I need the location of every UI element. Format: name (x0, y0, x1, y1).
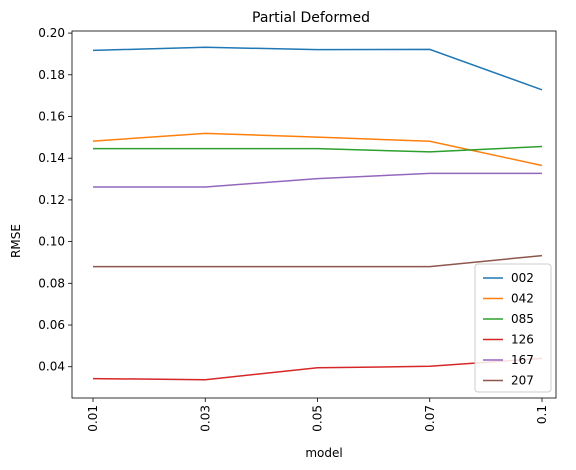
x-tick-label: 0.01 (86, 405, 100, 432)
plot-frame (71, 30, 557, 399)
y-tick-label: 0.12 (38, 193, 65, 207)
series-line-126 (92, 357, 543, 381)
x-tick-label: 0.03 (198, 405, 212, 432)
y-tick-label: 0.08 (38, 276, 65, 290)
y-tick-label: 0.16 (38, 109, 65, 123)
x-axis-label: model (305, 446, 342, 460)
legend-label: 085 (511, 312, 534, 326)
chart-title: Partial Deformed (252, 10, 370, 26)
x-tick-label: 0.07 (423, 405, 437, 432)
legend: 002 042 085 126 167 207 (474, 263, 552, 393)
y-tick-label: 0.04 (38, 360, 65, 374)
x-tick-label: 0.1 (535, 405, 549, 424)
series-line-207 (93, 254, 543, 268)
legend-label: 167 (511, 353, 534, 367)
legend-label: 207 (511, 374, 534, 388)
y-tick-label: 0.14 (38, 151, 65, 165)
legend-label: 126 (511, 333, 534, 347)
y-tick-label: 0.18 (38, 68, 65, 82)
y-tick-label: 0.06 (38, 318, 65, 332)
y-tick-label: 0.10 (38, 235, 65, 249)
y-axis-label: RMSE (9, 224, 23, 258)
legend-label: 002 (511, 271, 534, 285)
x-tick-label: 0.05 (311, 405, 325, 432)
y-tick-label: 0.20 (38, 26, 65, 40)
series-line-085 (93, 145, 543, 153)
legend-label: 042 (511, 292, 534, 306)
series-line-167 (93, 172, 542, 188)
series-line-002 (92, 46, 543, 91)
